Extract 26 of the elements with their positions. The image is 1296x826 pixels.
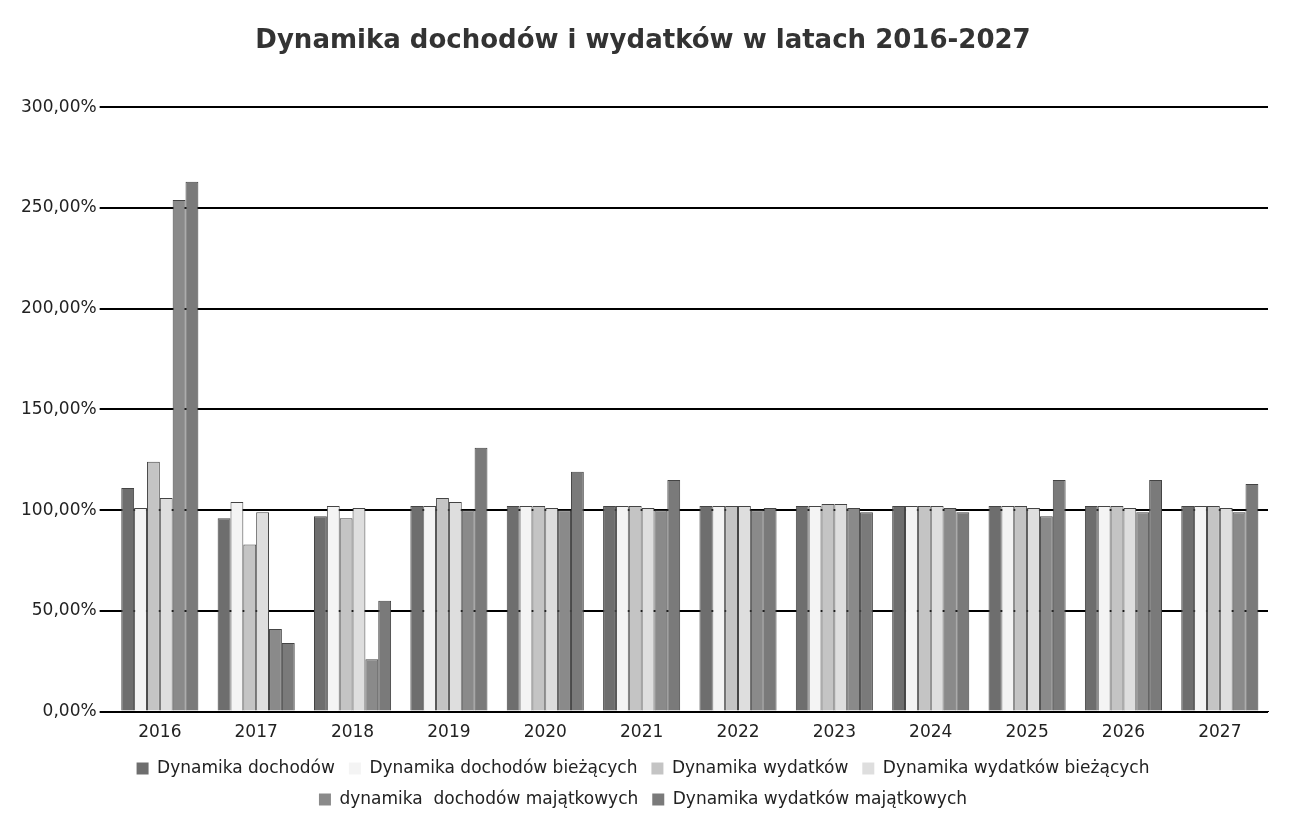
legend-label: Dynamika wydatków majątkowych xyxy=(672,787,968,808)
x-tick-label: 2020 xyxy=(523,721,567,742)
x-tick-label: 2022 xyxy=(716,721,760,742)
legend-label: Dynamika wydatków xyxy=(671,756,849,777)
y-tick-label: 0,00% xyxy=(42,700,97,721)
x-tick-label: 2024 xyxy=(909,721,953,742)
x-tick-label: 2023 xyxy=(812,721,856,742)
x-tick-label: 2025 xyxy=(1005,721,1049,742)
y-tick-label: 200,00% xyxy=(21,297,97,318)
x-tick-label: 2019 xyxy=(427,721,471,742)
legend-label: Dynamika dochodów bieżących xyxy=(369,756,638,777)
x-tick-label: 2027 xyxy=(1198,721,1242,742)
x-tick-label: 2021 xyxy=(620,721,664,742)
chart-title: Dynamika dochodów i wydatków w latach 2016-2027 xyxy=(255,24,1031,55)
y-tick-label: 300,00% xyxy=(21,95,97,116)
x-tick-label: 2026 xyxy=(1101,721,1146,742)
x-tick-label: 2016 xyxy=(138,721,182,742)
x-tick-label: 2018 xyxy=(330,721,375,742)
legend-label: dynamika dochodów majątkowych xyxy=(339,787,639,808)
x-tick-label: 2017 xyxy=(234,721,278,742)
y-tick-label: 50,00% xyxy=(31,599,97,620)
y-tick-label: 100,00% xyxy=(21,498,97,519)
legend-label: Dynamika dochodów xyxy=(157,756,335,777)
legend-label: Dynamika wydatków bieżących xyxy=(882,756,1150,777)
y-tick-label: 250,00% xyxy=(21,196,97,217)
y-tick-label: 150,00% xyxy=(21,397,97,418)
